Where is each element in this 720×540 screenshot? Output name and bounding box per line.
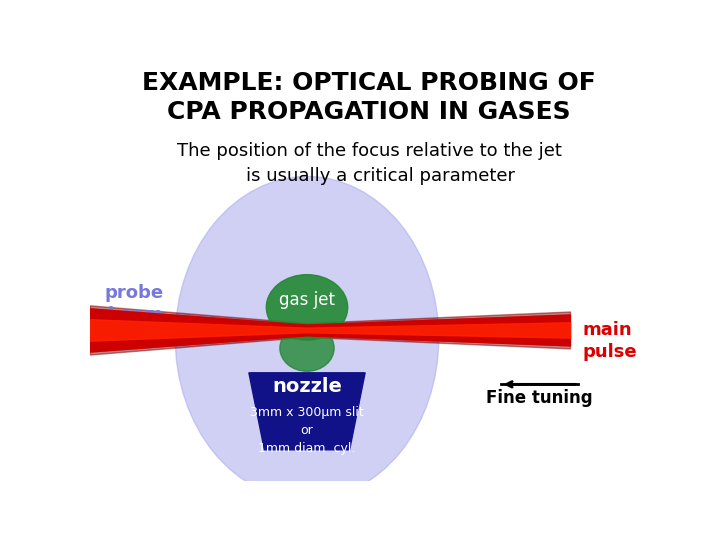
Text: nozzle: nozzle — [272, 377, 342, 396]
Text: probe
beam: probe beam — [104, 284, 163, 325]
Text: gas jet: gas jet — [279, 291, 335, 309]
Text: main
pulse: main pulse — [582, 321, 636, 361]
Text: EXAMPLE: OPTICAL PROBING OF: EXAMPLE: OPTICAL PROBING OF — [142, 71, 596, 95]
Text: The position of the focus relative to the jet
    is usually a critical paramete: The position of the focus relative to th… — [176, 142, 562, 185]
Text: CPA PROPAGATION IN GASES: CPA PROPAGATION IN GASES — [167, 100, 571, 124]
Ellipse shape — [280, 325, 334, 372]
Text: 3mm x 300μm slit
or
1mm diam  cyl.: 3mm x 300μm slit or 1mm diam cyl. — [250, 406, 364, 455]
Polygon shape — [249, 373, 365, 450]
Polygon shape — [90, 320, 570, 341]
Ellipse shape — [175, 177, 438, 500]
Polygon shape — [90, 306, 570, 325]
Polygon shape — [90, 336, 570, 355]
Polygon shape — [90, 309, 570, 352]
Text: Fine tuning: Fine tuning — [486, 389, 593, 407]
Ellipse shape — [266, 275, 348, 340]
